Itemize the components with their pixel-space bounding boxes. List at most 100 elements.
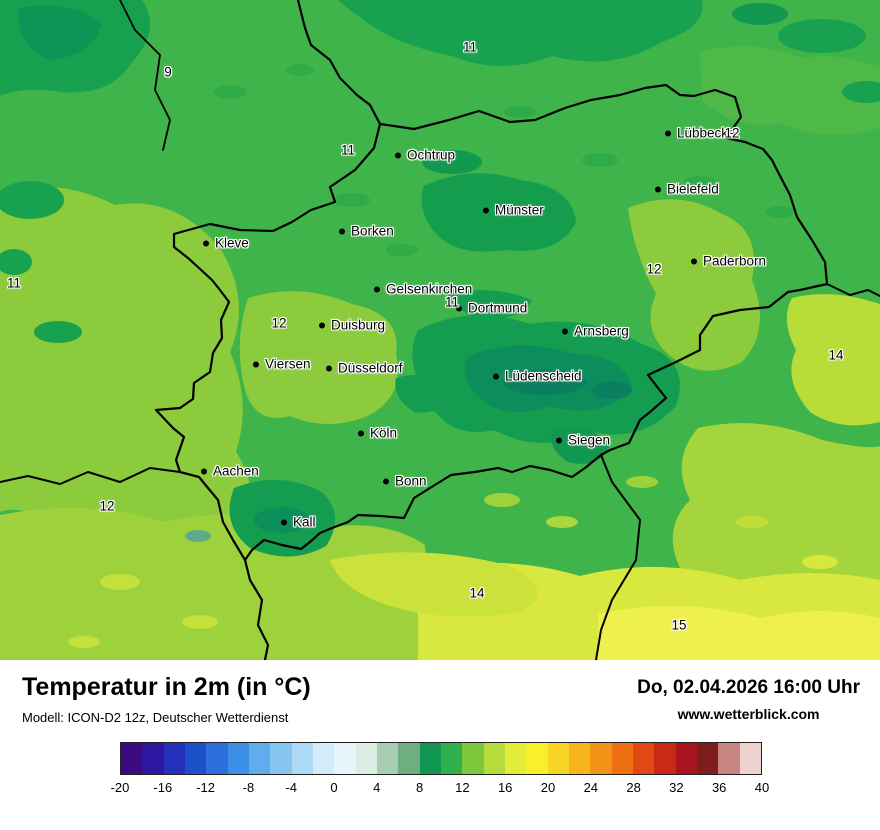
- city-marker: Kall: [281, 515, 316, 530]
- colorbar-segment: [355, 742, 377, 774]
- temperature-value-label: 12: [99, 498, 115, 514]
- colorbar-segment: [483, 742, 505, 774]
- colorbar-segment: [206, 742, 228, 774]
- city-dot: [483, 207, 489, 213]
- map-area: Ochtrup Lübbecke Bielefeld Münster Borken Kle…: [0, 0, 880, 660]
- footer-header: Temperatur in 2m (in °C) Modell: ICON-D2…: [22, 673, 860, 725]
- temperature-value-label: 11: [340, 142, 356, 158]
- colorbar-ticks: -20 -16 -12 -8 -4 0 4 8 12 16 20 24 28 32 36 40: [111, 778, 770, 800]
- model-info: Modell: ICON-D2 12z, Deutscher Wetterdie…: [22, 709, 289, 725]
- city-marker: Dortmund: [456, 301, 527, 316]
- temperature-labels-layer: 9 11 11 12 11 12 11 12 14 12 14 15: [6, 39, 844, 633]
- colorbar-segment: [547, 742, 569, 774]
- colorbar-segment: [312, 742, 335, 774]
- temperature-value-label: 11: [462, 39, 478, 55]
- colorbar-tick-label: 12: [455, 779, 470, 795]
- website-label: www.wetterblick.com: [677, 706, 820, 722]
- city-label: Bonn: [395, 473, 427, 489]
- temperature-value-label: 12: [271, 315, 287, 331]
- city-dot: [374, 286, 380, 292]
- city-label: Viersen: [265, 356, 311, 372]
- colorbar-segment: [376, 742, 399, 774]
- forecast-datetime: Do, 02.04.2026 16:00 Uhr: [637, 677, 860, 698]
- city-label: Ochtrup: [407, 147, 456, 163]
- colorbar-tick-label: 20: [540, 779, 556, 795]
- temperature-value-label: 14: [469, 585, 485, 601]
- colorbar-segment: [121, 742, 143, 774]
- colorbar-segment: [398, 742, 420, 774]
- temperature-field: [0, 0, 880, 660]
- city-dot: [319, 322, 325, 328]
- city-label: Aachen: [213, 463, 259, 479]
- colorbar-tick-label: 32: [669, 779, 684, 795]
- state-border-nrw: [154, 83, 829, 562]
- colorbar-tick-label: 40: [754, 779, 770, 795]
- city-dot: [493, 373, 499, 379]
- state-border-east: [826, 283, 880, 297]
- city-dot: [201, 468, 207, 474]
- city-label: Lübbecke: [677, 125, 736, 141]
- city-dot: [556, 437, 562, 443]
- city-dot: [281, 519, 287, 525]
- city-label: Borken: [351, 223, 394, 239]
- colorbar-tick-label: -4: [285, 779, 297, 795]
- country-border-nl-north: [296, 0, 382, 126]
- footer-left: Temperatur in 2m (in °C) Modell: ICON-D2…: [22, 673, 311, 725]
- colorbar-segment: [462, 742, 484, 774]
- city-marker: Paderborn: [691, 254, 766, 269]
- colorbar-segment: [675, 742, 697, 774]
- colorbar-tick-label: 0: [330, 779, 338, 795]
- city-marker: Kleve: [203, 236, 249, 251]
- city-layer: Ochtrup Lübbecke Bielefeld Münster Borken Kle…: [201, 126, 766, 530]
- temperature-value-label: 14: [828, 347, 844, 363]
- city-marker: Köln: [358, 426, 397, 441]
- city-label: Paderborn: [703, 253, 767, 269]
- colorbar-segment: [142, 742, 164, 774]
- colorbar-segment: [590, 742, 612, 774]
- city-dot: [203, 240, 209, 246]
- city-marker: Lübbecke: [665, 126, 736, 141]
- colorbar-tick-label: 4: [373, 779, 381, 795]
- colorbar-segment: [568, 742, 591, 774]
- city-label: Gelsenkirchen: [386, 281, 473, 297]
- colorbar-segment: [270, 742, 292, 774]
- city-dot: [383, 478, 389, 484]
- temperature-value-label: 12: [646, 261, 662, 277]
- colorbar-segment: [163, 742, 185, 774]
- temperature-value-label: 11: [6, 275, 22, 291]
- country-border-belgium: [243, 558, 270, 660]
- colorbar-segment: [739, 742, 761, 774]
- colorbar-tick-label: -12: [196, 779, 215, 795]
- colorbar-tick-label: 8: [415, 779, 424, 795]
- temperature-value-label: 9: [164, 64, 172, 80]
- city-marker: Münster: [483, 203, 544, 218]
- city-marker: Gelsenkirchen: [374, 282, 472, 297]
- city-label: Lüdenscheid: [505, 368, 582, 384]
- page-title: Temperatur in 2m (in °C): [22, 673, 311, 701]
- colorbar-segment: [419, 742, 441, 774]
- city-label: Kleve: [215, 235, 249, 251]
- temperature-colorbar: -20 -16 -12 -8 -4 0 4 8 12 16 20 24 28 32 36 40: [111, 741, 770, 800]
- colorbar-segment: [440, 742, 463, 774]
- city-dot: [562, 328, 568, 334]
- border-northwest: [119, 0, 171, 151]
- colorbar-segment: [227, 742, 249, 774]
- city-label: Siegen: [568, 432, 611, 448]
- colorbar-tick-label: -20: [110, 779, 130, 795]
- city-marker: Siegen: [556, 433, 610, 448]
- city-dot: [691, 258, 697, 264]
- city-dot: [358, 430, 364, 436]
- city-marker: Arnsberg: [562, 324, 629, 339]
- colorbar-segment: [632, 742, 655, 774]
- colorbar-segment: [504, 742, 527, 774]
- colorbar-segment: [696, 742, 719, 774]
- city-marker: Duisburg: [319, 318, 385, 333]
- city-marker: Bonn: [383, 474, 427, 489]
- city-dot: [253, 361, 259, 367]
- colorbar-tick-label: -16: [153, 779, 173, 795]
- state-border-hessen-rlp: [595, 454, 641, 660]
- colorbar-tick-label: -8: [242, 779, 255, 795]
- city-dot: [326, 365, 332, 371]
- city-marker: Lüdenscheid: [493, 369, 582, 384]
